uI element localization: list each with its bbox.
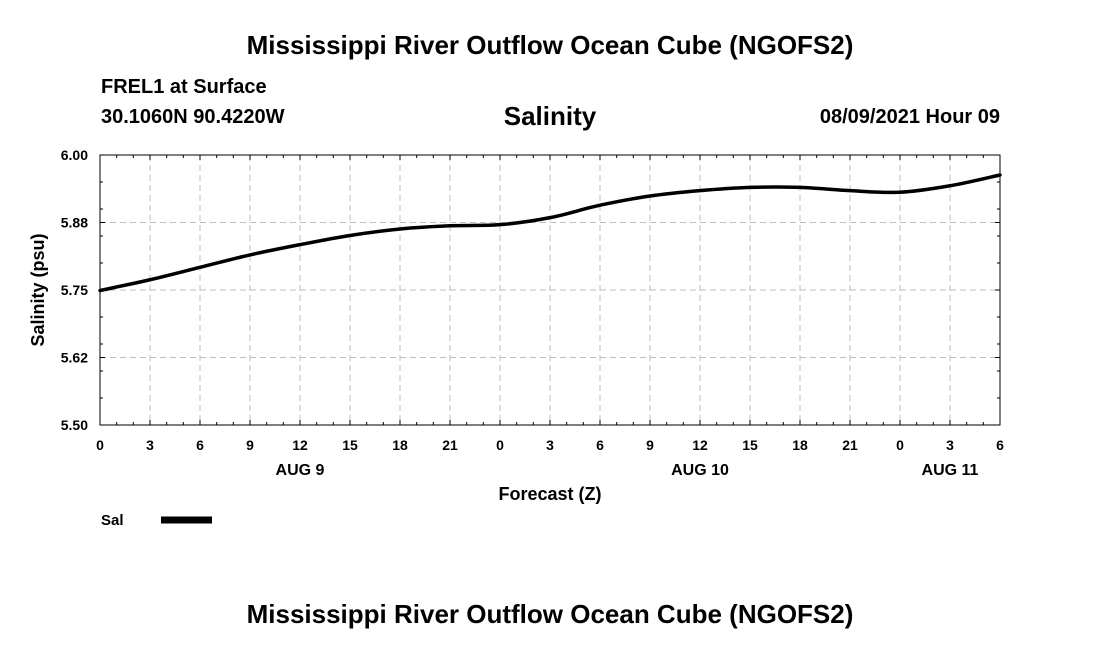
x-tick-label: 3 [946,437,954,453]
x-tick-label: 15 [742,437,758,453]
x-tick-label: 21 [442,437,458,453]
station-label: FREL1 at Surface [101,76,267,98]
x-tick-label: 6 [196,437,204,453]
x-tick-label: 12 [292,437,308,453]
grid [100,155,1000,425]
y-tick-label: 6.00 [61,147,88,163]
x-tick-label: 6 [996,437,1004,453]
x-date-label: AUG 9 [276,462,325,479]
x-date-label: AUG 11 [922,462,979,479]
x-tick-label: 0 [496,437,504,453]
y-tick-label: 5.62 [61,350,88,366]
axis-labels: 0 3 6 9 12 15 18 21 0 3 6 9 12 15 18 21 0 3 6 6.00 5.88 5.75 5… [61,147,1004,479]
series-line-sal [98,173,1002,293]
x-tick-label: 18 [392,437,408,453]
x-tick-label: 6 [596,437,604,453]
chart-title-top: Mississippi River Outflow Ocean Cube (NG… [246,30,854,60]
x-tick-label: 9 [646,437,654,453]
x-tick-label: 9 [246,437,254,453]
chart-title-bottom: Mississippi River Outflow Ocean Cube (NG… [246,599,854,629]
y-tick-label: 5.50 [61,417,88,433]
legend-label-sal: Sal [101,512,124,529]
forecast-datetime: 08/09/2021 Hour 09 [819,106,1000,128]
y-tick-label: 5.75 [61,282,88,298]
x-axis-label: Forecast (Z) [498,484,601,504]
axis-ticks [99,154,1001,426]
y-axis-label: Salinity (psu) [28,233,48,346]
variable-title: Salinity [503,101,597,131]
x-tick-label: 18 [792,437,808,453]
x-tick-label: 3 [546,437,554,453]
x-tick-label: 21 [842,437,858,453]
x-tick-label: 12 [692,437,708,453]
x-tick-label: 3 [146,437,154,453]
y-tick-label: 5.88 [61,215,88,231]
x-date-label: AUG 10 [671,462,729,479]
x-tick-label: 0 [896,437,904,453]
x-tick-label: 0 [96,437,104,453]
x-tick-label: 15 [342,437,358,453]
station-coordinates: 30.1060N 90.4220W [101,106,285,128]
